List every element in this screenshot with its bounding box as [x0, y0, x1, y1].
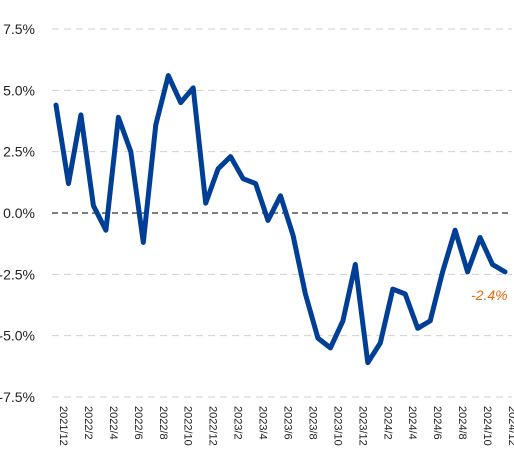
- x-tick-label: 2023/12: [356, 406, 368, 446]
- data-point: [228, 154, 233, 159]
- data-point: [203, 200, 208, 206]
- x-tick-label: 2023/10: [331, 406, 343, 446]
- x-tick-label: 2024/8: [456, 406, 468, 440]
- data-point: [452, 227, 458, 233]
- data-point: [240, 176, 246, 181]
- grid-lines: [52, 28, 512, 398]
- data-point: [178, 100, 183, 105]
- y-tick-label: 5.0%: [3, 82, 35, 98]
- y-tick-label: -7.5%: [0, 389, 35, 405]
- data-point: [66, 181, 71, 186]
- data-point: [502, 269, 508, 275]
- x-tick-label: 2023/2: [232, 406, 244, 440]
- data-point: [403, 291, 408, 297]
- y-axis-ticks: -7.5% -5.0% -2.5% 0.0% 2.5% 5.0% 7.5%: [0, 21, 35, 405]
- data-point: [278, 193, 283, 199]
- data-point: [290, 232, 296, 238]
- data-point: [427, 318, 433, 324]
- x-tick-label: 2024/2: [381, 406, 393, 440]
- data-point: [328, 345, 333, 351]
- data-point: [265, 218, 271, 223]
- x-tick-label: 2022/4: [107, 406, 119, 440]
- series-layer: [53, 73, 508, 366]
- data-point: [465, 269, 470, 275]
- x-tick-label: 2024/12: [506, 406, 514, 446]
- data-point: [103, 227, 109, 233]
- y-tick-label: 2.5%: [3, 144, 35, 160]
- x-tick-label: 2024/10: [481, 406, 493, 446]
- x-tick-label: 2023/6: [282, 406, 294, 440]
- data-point: [415, 326, 420, 331]
- data-point: [166, 73, 171, 78]
- data-points: [53, 73, 508, 365]
- data-point: [215, 166, 221, 172]
- y-tick-label: 7.5%: [3, 21, 35, 37]
- x-axis-ticks: 2021/12 2022/2 2022/4 2022/6 2022/8 2022/10 20…: [57, 406, 514, 446]
- series-line: [53, 73, 508, 366]
- x-tick-label: 2024/4: [406, 406, 418, 440]
- data-point: [303, 291, 308, 297]
- data-point: [490, 262, 495, 267]
- x-tick-label: 2022/8: [157, 406, 169, 440]
- y-tick-label: -5.0%: [0, 328, 35, 344]
- data-point: [91, 203, 96, 208]
- data-point: [477, 235, 483, 240]
- data-point: [365, 360, 371, 365]
- x-tick-label: 2023/4: [257, 406, 269, 440]
- data-point: [53, 102, 59, 108]
- data-point: [253, 181, 258, 186]
- data-point: [315, 335, 321, 341]
- data-point: [141, 240, 146, 245]
- x-tick-label: 2022/12: [207, 406, 219, 446]
- x-tick-label: 2022/2: [82, 406, 94, 440]
- data-point: [340, 318, 346, 324]
- data-point: [153, 122, 158, 127]
- data-point: [128, 149, 134, 154]
- x-tick-label: 2022/10: [182, 406, 194, 446]
- x-tick-label: 2023/8: [306, 406, 318, 440]
- data-point: [116, 115, 121, 120]
- y-tick-label: 0.0%: [3, 205, 35, 221]
- data-point: [353, 262, 358, 267]
- y-tick-label: -2.5%: [0, 266, 35, 282]
- x-tick-label: 2021/12: [57, 406, 69, 446]
- last-value-annotation: -2.4%: [471, 287, 508, 303]
- x-tick-label: 2024/6: [431, 406, 443, 440]
- data-point: [390, 286, 395, 292]
- x-tick-label: 2022/6: [132, 406, 144, 440]
- data-point: [190, 85, 196, 91]
- data-point: [440, 269, 445, 275]
- data-point: [378, 340, 383, 346]
- data-point: [78, 112, 84, 118]
